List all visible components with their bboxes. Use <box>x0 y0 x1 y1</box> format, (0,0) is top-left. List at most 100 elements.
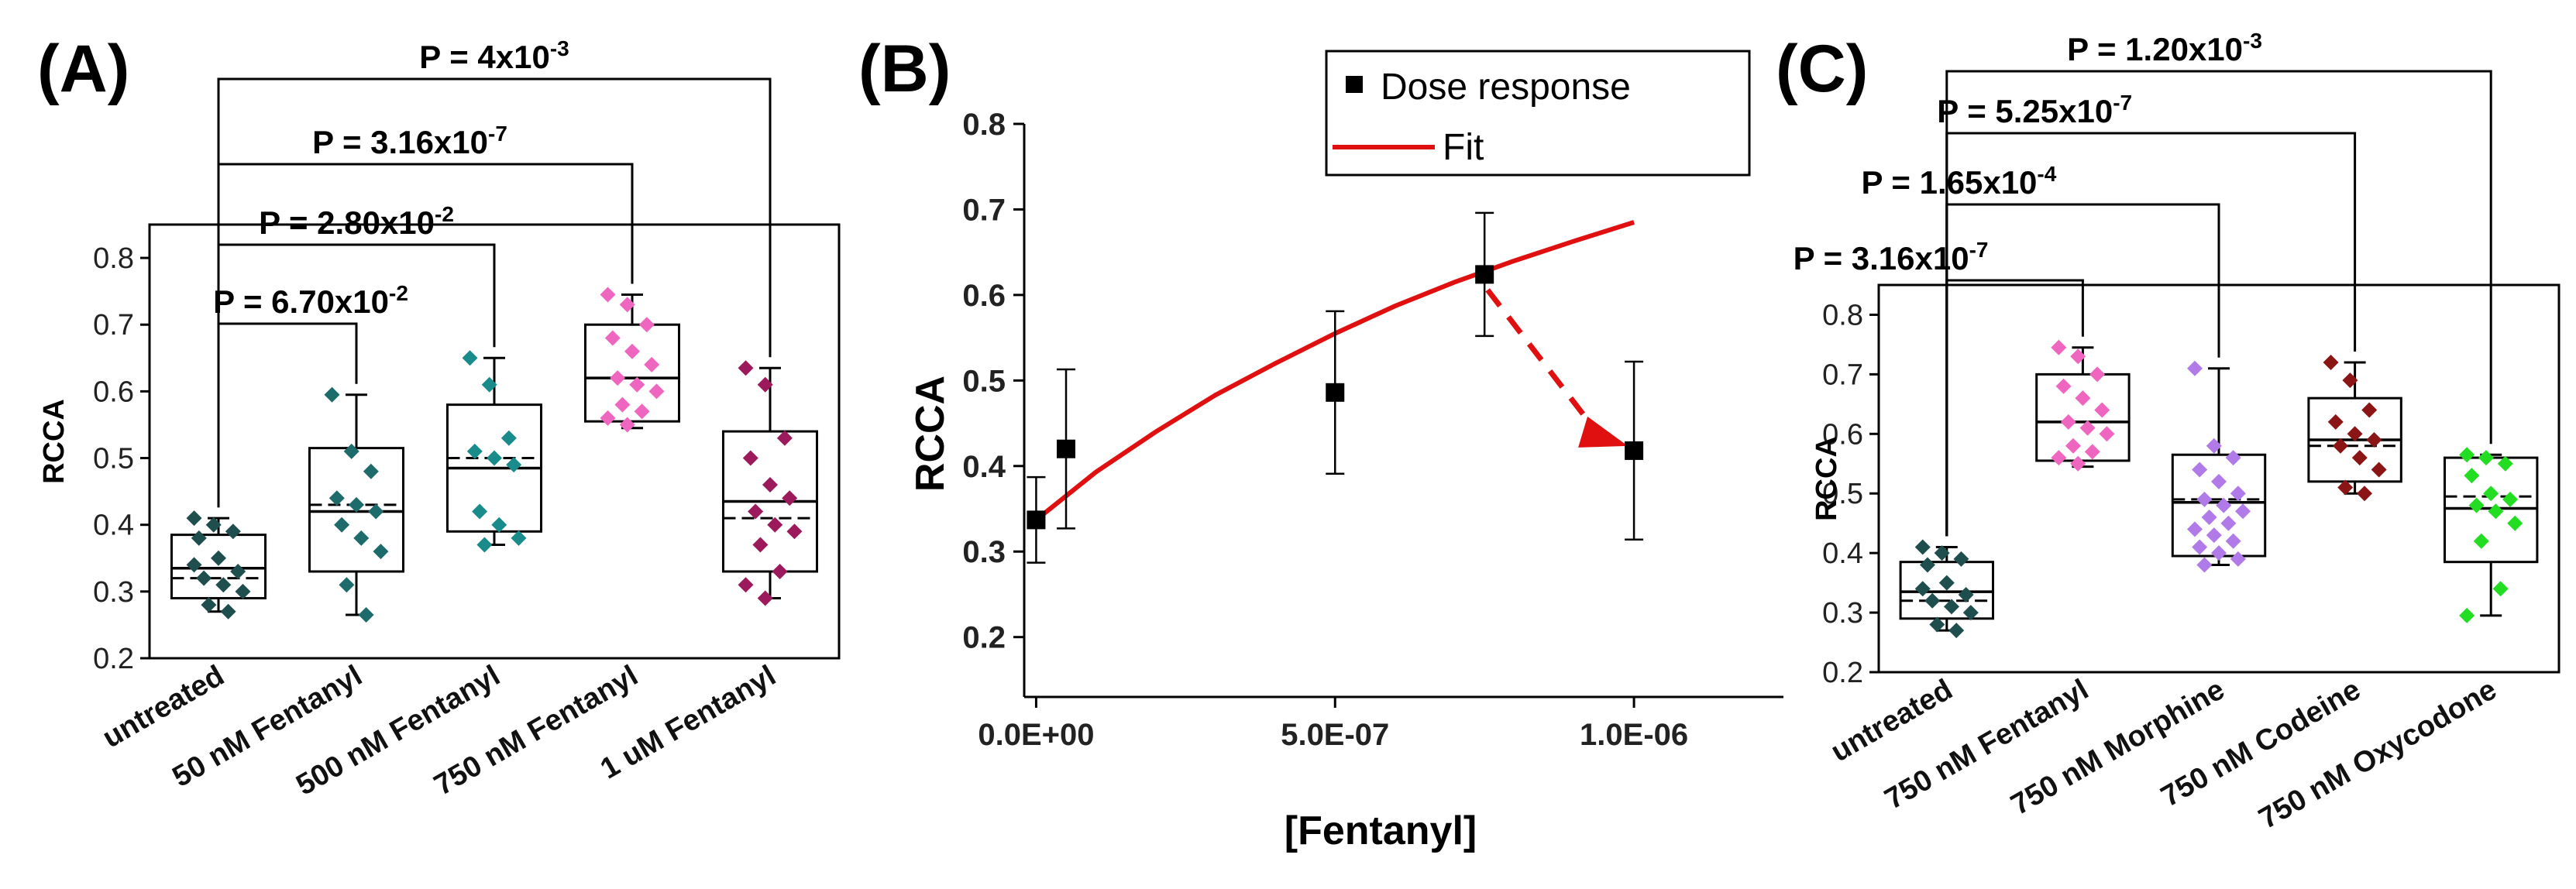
data-point <box>358 607 374 623</box>
data-point <box>363 463 379 479</box>
panel-c: (C)0.20.30.40.50.60.70.8RCCAuntreated750… <box>1776 29 2561 836</box>
y-tick-label: 0.5 <box>962 364 1006 398</box>
data-point-marker <box>1027 510 1046 530</box>
significance-bracket-0: P = 3.16x10-7 <box>1794 238 2084 537</box>
data-point <box>629 376 645 393</box>
data-point <box>2357 486 2373 502</box>
significance-bracket-2: P = 5.25x10 -7 <box>1937 91 2357 537</box>
data-point <box>215 577 232 593</box>
p-value-label: P = 1.20x10-3 <box>2067 29 2262 67</box>
data-point <box>2459 447 2475 463</box>
data-point-group <box>1027 475 1046 564</box>
data-point <box>196 570 212 586</box>
significance-bracket-3: P = 4x10-3 <box>217 36 772 508</box>
x-tick-label: 5.0E-07 <box>1281 718 1389 752</box>
data-point <box>614 396 631 413</box>
p-value-label: P = 3.16x10-7 <box>312 122 507 160</box>
y-axis-label: RCCA <box>908 376 953 492</box>
data-point <box>2507 515 2523 531</box>
data-point <box>211 550 226 566</box>
data-point <box>2473 533 2489 549</box>
data-point-marker <box>1057 439 1076 458</box>
data-point <box>1944 599 1960 615</box>
data-point <box>757 376 773 393</box>
data-point <box>476 537 493 553</box>
data-point <box>648 383 665 400</box>
data-point <box>2492 581 2509 597</box>
data-point <box>786 523 803 540</box>
data-point <box>230 564 246 579</box>
y-tick-label: 0.8 <box>1822 299 1863 331</box>
data-point <box>2483 486 2499 502</box>
data-point <box>2060 414 2076 430</box>
data-point <box>738 360 754 376</box>
data-point <box>1914 581 1931 597</box>
data-point <box>2196 557 2213 573</box>
data-point <box>2502 491 2519 507</box>
p-value-base: P = 5.25x10 <box>1937 93 2113 129</box>
data-point <box>1924 592 1941 609</box>
data-point <box>2216 497 2232 513</box>
data-point <box>368 503 384 520</box>
data-point <box>2075 390 2091 407</box>
p-value-exponent: -3 <box>2243 29 2262 53</box>
data-point <box>2070 455 2086 472</box>
panel-label: (A) <box>37 32 129 106</box>
p-value-base: P = 6.70x10 <box>213 283 389 320</box>
data-point-marker <box>1326 383 1345 402</box>
data-point <box>225 523 241 540</box>
data-point <box>2220 515 2237 531</box>
y-tick-label: 0.3 <box>1822 597 1863 630</box>
data-point-group <box>1625 360 1644 541</box>
data-point <box>2327 414 2344 430</box>
data-point <box>334 517 350 533</box>
data-point <box>186 557 202 573</box>
data-point-marker <box>1475 265 1494 284</box>
data-point <box>782 490 798 506</box>
legend-box <box>1325 50 1751 177</box>
data-point <box>2488 503 2504 520</box>
data-point <box>2084 444 2100 460</box>
data-point <box>1914 539 1931 555</box>
data-point <box>2332 438 2348 454</box>
p-value-label: P = 4x10-3 <box>419 36 569 75</box>
data-point-group <box>1326 310 1345 475</box>
data-point <box>624 343 640 359</box>
p-value-label: P = 1.65x10-4 <box>1861 162 2056 201</box>
data-point <box>328 490 345 506</box>
data-point <box>2371 462 2387 478</box>
data-point <box>235 583 251 599</box>
data-point <box>466 443 483 459</box>
y-tick-label: 0.4 <box>1822 537 1863 570</box>
category-label: 750 nM Oxycodone <box>2254 673 2502 836</box>
bracket-line <box>1945 70 2492 537</box>
p-value-exponent: -7 <box>1969 238 1989 262</box>
p-value-label: P = 5.25x10-7 <box>1937 91 2132 129</box>
p-value-exponent: -3 <box>550 36 569 60</box>
data-point <box>472 503 488 520</box>
data-point <box>638 317 655 333</box>
y-tick-label: 0.7 <box>93 309 134 342</box>
box-iqr <box>2035 372 2131 462</box>
p-value-base: P = 3.16x10 <box>312 124 488 160</box>
p-value-label: P = 2.80x10-2 <box>259 202 454 241</box>
p-value-base: P = 3.16x10 <box>1794 240 1969 276</box>
significance-bracket-1: P = 1.65x10-4 <box>1861 162 2220 537</box>
data-point-marker <box>1625 441 1644 460</box>
p-value-exponent: -2 <box>435 202 454 226</box>
data-point <box>604 330 621 346</box>
data-point <box>353 530 370 546</box>
data-point <box>491 517 507 533</box>
panel-b: (B) 0.2 0.3 0.4 0.5 0.6 0.7 0.8 0.0E+00 5.0E-07 1.… <box>858 32 1783 853</box>
data-point <box>2366 432 2382 448</box>
y-tick-label: 0.3 <box>93 576 134 609</box>
y-tick-label: 0.8 <box>962 108 1006 142</box>
dashed-arrow-line <box>1485 288 1599 434</box>
x-tick-label: 0.0E+00 <box>978 718 1094 752</box>
box-3 <box>2307 355 2402 502</box>
data-point <box>600 410 616 426</box>
box-3 <box>583 287 681 433</box>
data-point <box>2468 497 2485 513</box>
data-point <box>2337 479 2354 496</box>
data-point <box>644 356 660 372</box>
